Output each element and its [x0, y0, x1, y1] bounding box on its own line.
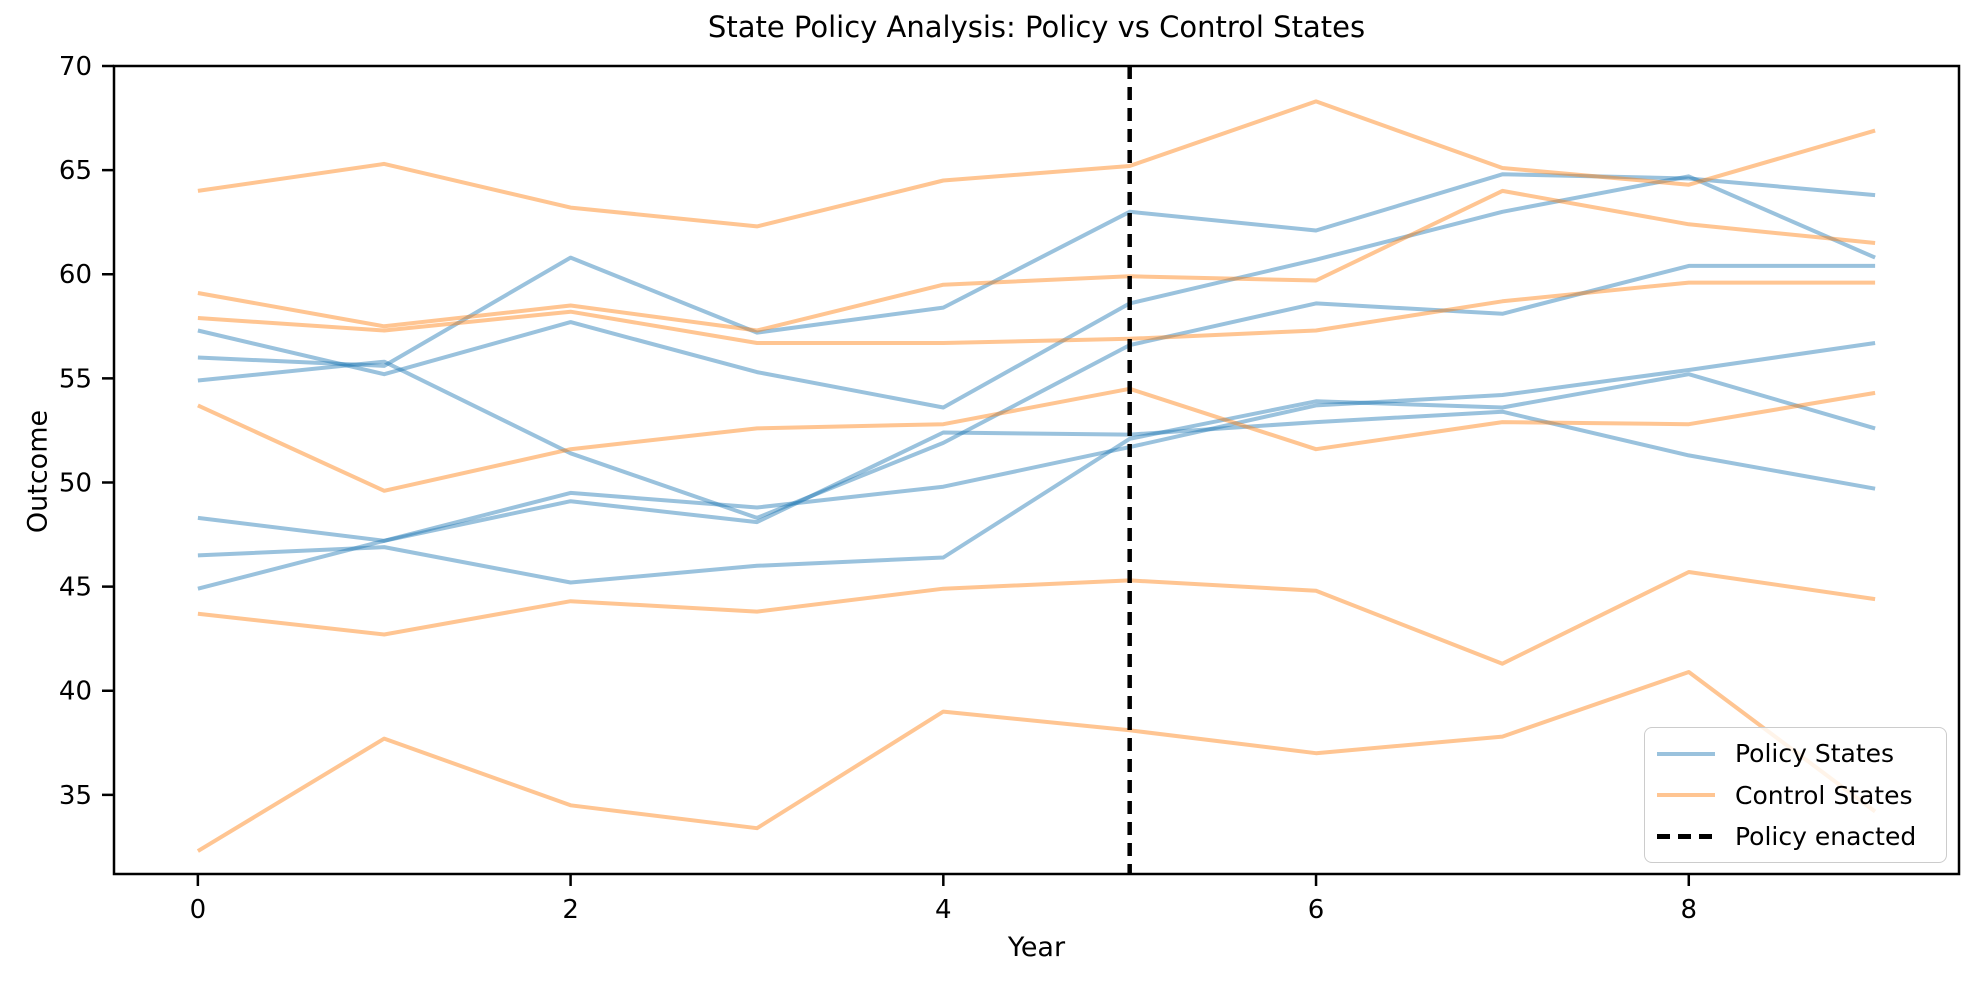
x-tick-label: 0	[190, 895, 207, 925]
y-tick-label: 55	[59, 364, 92, 394]
control-line	[197, 99, 1876, 229]
y-tick-label: 65	[59, 156, 92, 186]
x-tick-label: 6	[1308, 895, 1325, 925]
legend-item-policy-enacted: Policy enacted	[1645, 817, 1946, 857]
x-tick-label: 2	[562, 895, 579, 925]
y-tick-label: 45	[59, 573, 92, 603]
x-axis-label: Year	[1007, 932, 1066, 963]
control-line	[197, 386, 1876, 493]
legend-label: Control States	[1735, 780, 1913, 810]
y-tick-label: 70	[59, 52, 92, 82]
legend-label: Policy States	[1735, 739, 1895, 768]
chart-title: State Policy Analysis: Policy vs Control…	[707, 10, 1366, 44]
y-tick-label: 60	[59, 260, 92, 290]
legend-item-control-states: Control States	[1645, 775, 1946, 815]
policy-line	[197, 263, 1876, 520]
policy-line	[197, 409, 1876, 591]
x-tick-label: 8	[1680, 895, 1697, 925]
control-line	[196, 670, 1877, 853]
y-axis-label: Outcome	[22, 409, 54, 534]
policy-line	[197, 172, 1876, 368]
axes-spines	[112, 64, 1961, 876]
y-tick-label: 50	[59, 468, 92, 498]
control-line	[197, 570, 1876, 666]
legend: Policy States Control States Policy enac…	[1644, 727, 1947, 863]
policy-line	[197, 174, 1876, 410]
control-line	[197, 188, 1876, 333]
y-tick-label: 40	[59, 677, 92, 707]
y-tick-label: 35	[59, 781, 92, 811]
control-line	[197, 280, 1876, 345]
legend-label: Policy enacted	[1735, 822, 1917, 851]
x-tick-label: 4	[935, 895, 952, 925]
legend-item-policy-states: Policy States	[1645, 734, 1946, 774]
policy-line	[197, 341, 1876, 543]
control-line-swatch	[1657, 793, 1715, 797]
policy-line-swatch	[1657, 751, 1715, 756]
policy-line	[197, 372, 1876, 585]
dashed-line-swatch	[1657, 834, 1715, 839]
